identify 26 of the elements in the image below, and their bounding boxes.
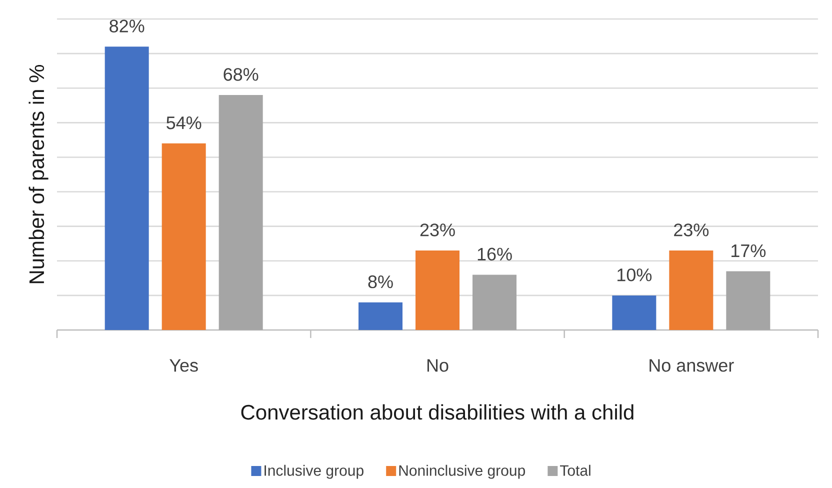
bar	[358, 302, 403, 330]
data-label: 68%	[224, 68, 258, 81]
legend-label: Inclusive group	[264, 464, 364, 479]
data-label: 17%	[732, 244, 766, 258]
bar	[472, 274, 517, 330]
data-label: 23%	[420, 224, 455, 236]
y-axis-title: Number of parents in %	[28, 64, 48, 284]
bar	[416, 250, 460, 330]
x-tick-label: Yes	[170, 359, 198, 372]
x-tick-label: No answer	[650, 359, 734, 372]
bar	[104, 46, 149, 330]
legend-label: Total	[560, 464, 590, 476]
data-label: 23%	[674, 224, 709, 236]
legend-label: Noninclusive group	[399, 464, 525, 479]
data-label: 82%	[110, 20, 144, 32]
bar	[218, 95, 263, 330]
data-label: 54%	[166, 116, 202, 130]
data-label: 10%	[618, 268, 652, 282]
data-label: 8%	[368, 275, 393, 288]
data-label: 16%	[478, 248, 512, 261]
x-tick-label: No	[427, 359, 448, 372]
bar	[669, 250, 714, 330]
x-axis-title: Conversation about disabilities with a child	[241, 404, 634, 420]
bar	[612, 295, 656, 330]
bar	[726, 271, 770, 330]
bar	[162, 143, 206, 330]
